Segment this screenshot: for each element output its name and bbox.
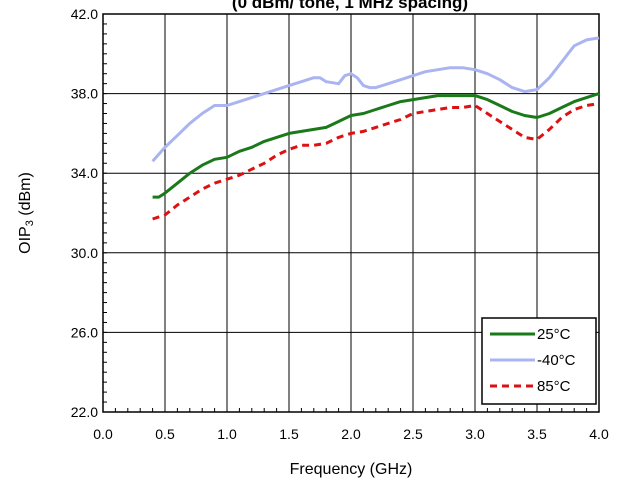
- y-tick-label: 34.0: [71, 165, 98, 181]
- series-line-0: [152, 92, 600, 199]
- y-axis-label: OIP3 (dBm): [17, 172, 36, 254]
- x-tick-labels: 0.0 0.5 1.0 1.5 2.0 2.5 3.0 3.5 4.0: [93, 426, 609, 442]
- y-tick-label: 42.0: [71, 6, 98, 22]
- chart-title: (0 dBm/ tone, 1 MHz spacing): [232, 0, 468, 12]
- y-tick-label: 22.0: [71, 404, 98, 420]
- legend-label-0: 25°C: [537, 326, 571, 343]
- series-line-2: [152, 102, 600, 221]
- series-lines: [151, 36, 600, 221]
- x-tick-label: 3.5: [527, 426, 547, 442]
- x-tick-label: 4.0: [589, 426, 609, 442]
- y-axis-label-suffix: (dBm): [17, 172, 34, 220]
- y-tick-label: 30.0: [71, 245, 98, 261]
- x-tick-label: 1.0: [217, 426, 237, 442]
- legend-label-2: 85°C: [537, 378, 571, 395]
- x-tick-label: 3.0: [465, 426, 485, 442]
- x-tick-label: 2.0: [341, 426, 361, 442]
- x-tick-label: 0.5: [155, 426, 175, 442]
- y-tick-label: 26.0: [71, 324, 98, 340]
- plot-border: [102, 13, 600, 413]
- legend-label-1: -40°C: [537, 352, 576, 369]
- x-tick-label: 0.0: [93, 426, 113, 442]
- x-tick-label: 1.5: [279, 426, 299, 442]
- y-tick-labels: 22.0 26.0 30.0 34.0 38.0 42.0: [71, 6, 98, 420]
- y-axis-label-main: OIP: [17, 226, 34, 254]
- y-axis-label-sub: 3: [24, 220, 36, 226]
- x-axis-label: Frequency (GHz): [290, 461, 413, 478]
- y-tick-label: 38.0: [71, 86, 98, 102]
- series-line-1: [151, 36, 600, 163]
- legend: 25°C -40°C 85°C: [481, 317, 597, 405]
- x-tick-label: 2.5: [403, 426, 423, 442]
